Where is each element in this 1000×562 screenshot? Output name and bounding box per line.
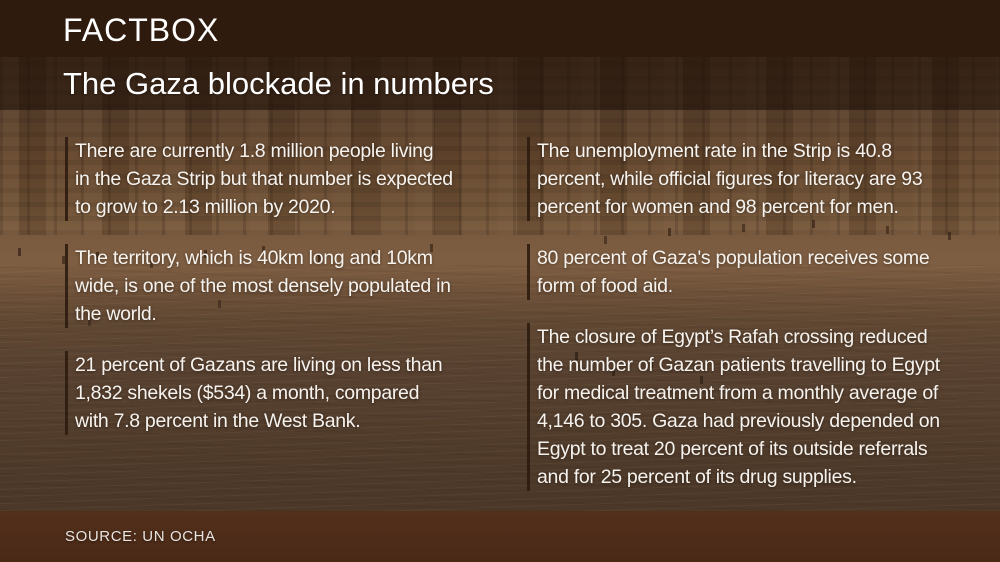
fact-item: The unemployment rate in the Strip is 40… [527,137,982,221]
fact-column-right: The unemployment rate in the Strip is 40… [527,110,982,514]
fact-item: The closure of Egypt’s Rafah crossing re… [527,323,982,491]
background-sea-texture [0,265,1000,511]
footer-band [0,511,1000,562]
fact-item: 21 percent of Gazans are living on less … [65,351,510,435]
fact-item: The territory, which is 40km long and 10… [65,244,510,328]
header-bar: FACTBOX [0,0,1000,57]
fact-item: There are currently 1.8 million people l… [65,137,510,221]
page-title: The Gaza blockade in numbers [63,66,494,101]
title-band: The Gaza blockade in numbers [0,57,1000,110]
fact-item: 80 percent of Gaza's population receives… [527,244,982,300]
source-label: SOURCE: UN OCHA [65,528,216,545]
kicker-label: FACTBOX [63,11,220,48]
fact-column-left: There are currently 1.8 million people l… [65,110,510,458]
